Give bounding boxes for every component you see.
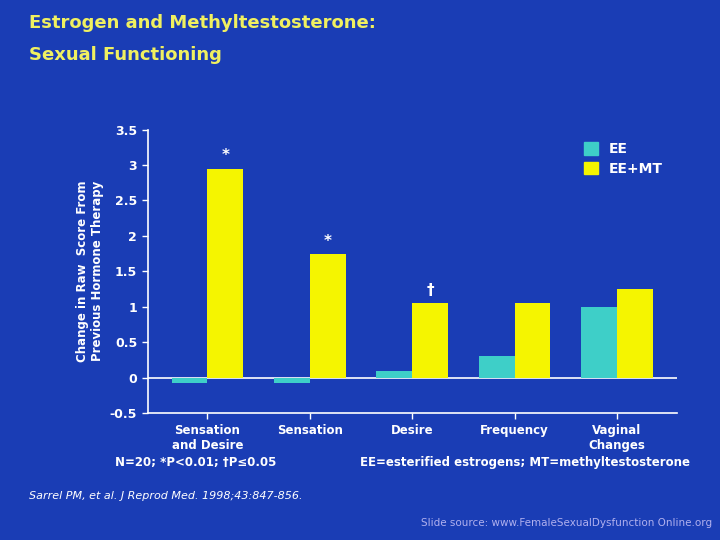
Bar — [207, 168, 243, 377]
Text: Sexual Functioning: Sexual Functioning — [29, 46, 222, 64]
Bar — [515, 303, 550, 377]
Bar — [581, 307, 617, 377]
Text: Sarrel PM, et al. J Reprod Med. 1998;43:847-856.: Sarrel PM, et al. J Reprod Med. 1998;43:… — [29, 491, 302, 502]
Text: N=20; *P<0.01; †P≤0.05: N=20; *P<0.01; †P≤0.05 — [115, 456, 276, 469]
Text: Estrogen and Methyltestosterone:: Estrogen and Methyltestosterone: — [29, 14, 376, 31]
Text: *: * — [324, 234, 332, 248]
Text: †: † — [426, 284, 434, 298]
Bar — [412, 303, 448, 377]
Bar — [377, 370, 412, 377]
Bar — [274, 377, 310, 383]
Legend: EE, EE+MT: EE, EE+MT — [580, 138, 667, 180]
Bar — [617, 289, 653, 377]
Bar — [479, 356, 515, 377]
Bar — [171, 377, 207, 383]
Text: EE=esterified estrogens; MT=methyltestosterone: EE=esterified estrogens; MT=methyltestos… — [360, 456, 690, 469]
Y-axis label: Change in Raw  Score From
Previous Hormone Therapy: Change in Raw Score From Previous Hormon… — [76, 180, 104, 362]
Text: *: * — [221, 148, 230, 163]
Text: Slide source: www.FemaleSexualDysfunction Online.org: Slide source: www.FemaleSexualDysfunctio… — [421, 518, 712, 529]
Bar — [310, 254, 346, 377]
